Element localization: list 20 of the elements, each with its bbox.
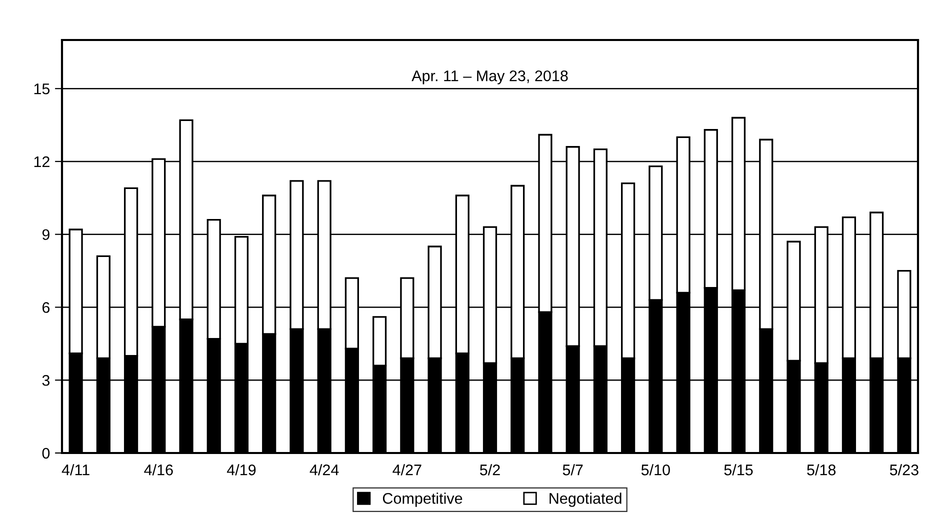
- legend-label: Competitive: [382, 492, 462, 507]
- y-tick-label: 9: [42, 229, 50, 240]
- x-tick-label: 4/27: [392, 464, 422, 476]
- y-tick-label: 0: [42, 448, 50, 459]
- x-tick-label: 5/18: [807, 464, 836, 476]
- x-tick-label: 4/11: [62, 464, 90, 476]
- x-tick-label: 4/19: [226, 464, 256, 476]
- x-tick-label: 5/15: [724, 464, 753, 476]
- x-tick-label: 5/2: [480, 464, 500, 476]
- x-tick-label: 4/24: [310, 464, 339, 476]
- x-tick-label: 5/23: [890, 464, 918, 476]
- x-tick-label: 5/10: [641, 464, 670, 476]
- y-tick-label: 12: [34, 156, 50, 168]
- legend-label: Negotiated: [550, 492, 622, 507]
- y-tick-label: 6: [42, 302, 50, 313]
- x-tick-label: 4/16: [144, 464, 173, 476]
- y-tick-label: 3: [42, 374, 50, 386]
- text: Apr. 11 – May 23, 2018: [412, 70, 568, 84]
- x-tick-label: 5/7: [562, 464, 583, 476]
- y-tick-label: 15: [34, 84, 50, 94]
